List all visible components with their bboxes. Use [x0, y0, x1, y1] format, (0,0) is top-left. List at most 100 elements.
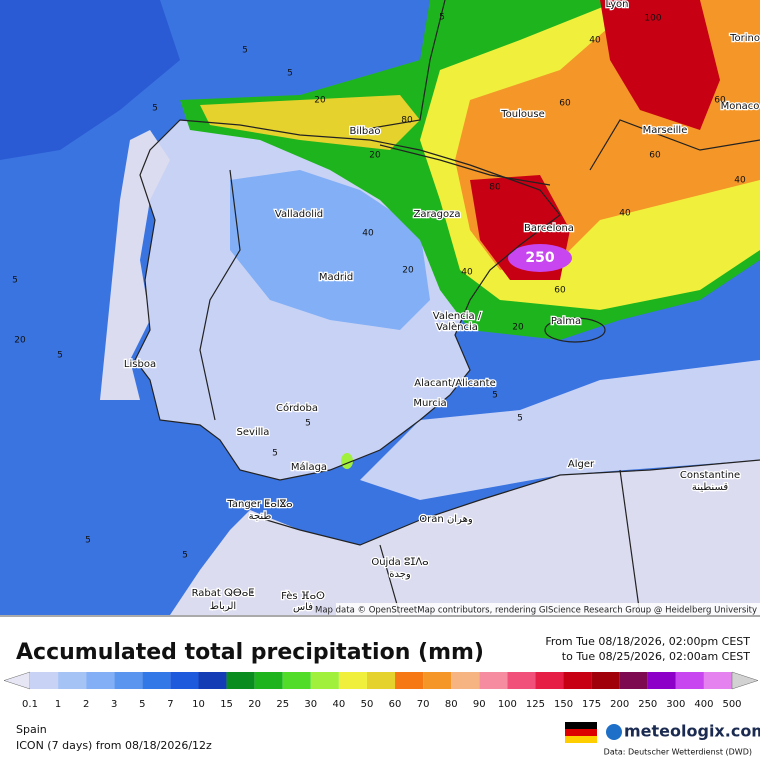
scale-swatch — [86, 672, 115, 689]
contour-label: 5 — [152, 104, 158, 114]
scale-label: 200 — [610, 699, 629, 710]
model: ICON (7 days) from 08/18/2026/12z — [16, 739, 212, 752]
city-label: Rabat ⵕⴱⴰⵟ — [192, 588, 255, 599]
city-label: Toulouse — [500, 109, 544, 120]
scale-label: 3 — [111, 699, 117, 710]
scale-swatch — [423, 672, 452, 689]
scale-label: 90 — [473, 699, 486, 710]
contour-label: 5 — [272, 449, 278, 459]
scale-label: 7 — [167, 699, 173, 710]
contour-label: 5 — [85, 536, 91, 546]
scale-swatch — [30, 672, 59, 689]
city-label: Madrid — [319, 272, 353, 283]
scale-label: 20 — [248, 699, 261, 710]
scale-label: 15 — [220, 699, 233, 710]
scale-swatch — [170, 672, 199, 689]
scale-swatch — [535, 672, 564, 689]
scale-swatch — [198, 672, 227, 689]
precip-area — [200, 95, 420, 150]
contour-label: 40 — [734, 176, 746, 186]
city-label: وجدة — [389, 569, 411, 580]
scale-label: 40 — [333, 699, 346, 710]
scale-swatch — [142, 672, 171, 689]
border — [379, 144, 551, 186]
city-label: Oran وهران — [419, 514, 473, 525]
scale-label: 175 — [582, 699, 601, 710]
contour-label: 5 — [287, 69, 293, 79]
coastline — [544, 317, 606, 343]
contour-label: 20 — [402, 266, 414, 276]
scale-label: 125 — [526, 699, 545, 710]
city-label: Valladolid — [275, 209, 323, 220]
map: Lyon Torino Monaco Toulouse Marseille Bilbao V… — [0, 0, 760, 616]
attribution: Map data © OpenStreetMap contributors, r… — [315, 606, 757, 616]
contour-label: 5 — [492, 391, 498, 401]
scale-swatch — [647, 672, 676, 689]
city-label: Barcelona — [524, 223, 574, 234]
contour-label: 100 — [644, 14, 661, 24]
color-scale: 0.1 1 2 3 5 7 10 15 20 25 30 40 50 60 70 80 90 100 125 150 1… — [3, 671, 759, 710]
contour-label: 5 — [12, 276, 18, 286]
contour-label: 40 — [461, 268, 473, 278]
city-label: Torino — [729, 33, 760, 44]
scale-label: 60 — [389, 699, 402, 710]
scale-swatch — [675, 672, 704, 689]
contour-label: 5 — [305, 419, 311, 429]
contour-label: 80 — [401, 116, 413, 126]
region: Spain — [16, 723, 47, 736]
contour-labels: 5 5 5 5 5 5 5 5 20 20 20 20 40 40 40 40 60 60 60 80 80 100 250… — [12, 13, 746, 561]
scale-swatch — [310, 672, 339, 689]
coastline — [134, 119, 561, 481]
city-label: Constantine — [680, 470, 740, 481]
scale-label: 100 — [498, 699, 517, 710]
coastline — [589, 119, 760, 171]
scale-label: 300 — [666, 699, 685, 710]
period-from: From Tue 08/18/2026, 02:00pm CEST — [545, 635, 750, 648]
contour-label: 5 — [57, 351, 63, 361]
source: Data: Deutscher Wetterdienst (DWD) — [604, 748, 752, 757]
contour-label: 5 — [242, 46, 248, 56]
period-to: to Tue 08/25/2026, 02:00am CEST — [562, 650, 750, 663]
contour-label: 60 — [649, 151, 661, 161]
coastline — [359, 0, 446, 131]
city-label: Marseille — [643, 125, 688, 136]
scale-swatch — [366, 672, 396, 689]
contour-label: 20 — [369, 151, 381, 161]
scale-swatch — [338, 672, 367, 689]
city-label: قسنطينة — [692, 482, 729, 493]
city-label: Zaragoza — [413, 209, 460, 220]
precip-area — [508, 244, 572, 272]
scale-label: 2 — [83, 699, 89, 710]
contour-label: 20 — [512, 323, 524, 333]
scale-swatch — [507, 672, 536, 689]
scale-swatch — [226, 672, 255, 689]
scale-swatch — [114, 672, 143, 689]
border — [619, 469, 641, 615]
city-label: Fès ⴼⴰⵙ — [281, 590, 325, 602]
contour-label: 250 — [525, 250, 554, 266]
contour-label: 5 — [182, 551, 188, 561]
scale-label: 70 — [417, 699, 430, 710]
scale-swatch — [254, 672, 283, 689]
brand[interactable]: meteologix.com — [624, 722, 760, 741]
city-label: Monaco — [721, 101, 760, 112]
city-label: Lyon — [605, 0, 628, 10]
city-label: Lisboa — [124, 359, 156, 370]
contour-label: 5 — [439, 13, 445, 23]
scale-label: 500 — [722, 699, 741, 710]
scale-label: 80 — [445, 699, 458, 710]
scale-label: 250 — [638, 699, 657, 710]
city-label: Sevilla — [237, 427, 270, 438]
borders — [134, 0, 760, 615]
scale-swatch — [563, 672, 592, 689]
city-label: Valencia / — [433, 311, 482, 322]
scale-label: 1 — [55, 699, 61, 710]
scale-label: 5 — [139, 699, 145, 710]
city-label: Tanger ⵟⴰⵏⴵⴰ — [226, 499, 292, 510]
city-label: Palma — [551, 316, 581, 327]
precip-area — [360, 360, 760, 500]
scale-swatch — [591, 672, 620, 689]
border — [199, 169, 241, 421]
city-label: València — [436, 321, 478, 333]
contour-label: 5 — [517, 414, 523, 424]
